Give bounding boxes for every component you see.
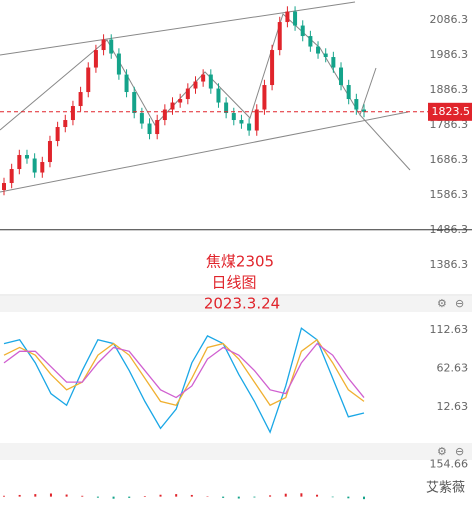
candle-body bbox=[117, 54, 121, 75]
macd-bar bbox=[160, 495, 162, 497]
macd-bar bbox=[3, 496, 5, 497]
candle-body bbox=[109, 40, 113, 54]
candle-body bbox=[255, 110, 259, 131]
candle-body bbox=[324, 54, 328, 57]
last-price-label: 1823.5 bbox=[432, 105, 471, 118]
macd-bar bbox=[19, 495, 21, 497]
y-tick-label: 1386.3 bbox=[430, 258, 469, 271]
candle-body bbox=[71, 106, 75, 120]
candle-body bbox=[193, 82, 197, 89]
candle-body bbox=[209, 75, 213, 89]
candle-body bbox=[148, 124, 152, 134]
settings-icon[interactable]: ⚙ bbox=[437, 297, 447, 310]
candle-body bbox=[232, 113, 236, 120]
macd-bar bbox=[50, 493, 52, 496]
candle-body bbox=[56, 127, 60, 141]
annotation: 焦煤2305 bbox=[206, 253, 274, 271]
macd-bar bbox=[128, 497, 130, 498]
annotation: 2023.3.24 bbox=[204, 295, 280, 313]
indicator-line bbox=[4, 344, 364, 398]
macd-bar bbox=[238, 497, 240, 499]
macd-bar bbox=[253, 497, 255, 498]
candle-body bbox=[79, 92, 83, 106]
candle-body bbox=[247, 124, 251, 131]
macd-bar bbox=[81, 496, 83, 497]
candle-body bbox=[308, 36, 312, 46]
candle-body bbox=[216, 89, 220, 103]
macd-bar bbox=[144, 496, 146, 497]
candle-body bbox=[262, 85, 266, 109]
candle-body bbox=[140, 113, 144, 123]
candle-body bbox=[270, 50, 274, 85]
candle-body bbox=[163, 110, 167, 120]
y-tick-label: 112.63 bbox=[430, 323, 469, 336]
candle-body bbox=[178, 99, 182, 102]
candle-body bbox=[201, 75, 205, 82]
y-tick-label: 12.63 bbox=[437, 400, 469, 413]
candle-body bbox=[347, 85, 351, 99]
y-tick-label: 1686.3 bbox=[430, 153, 469, 166]
candle-body bbox=[285, 12, 289, 22]
candle-body bbox=[132, 92, 136, 113]
candle-body bbox=[63, 120, 67, 127]
candle-body bbox=[316, 47, 320, 54]
y-tick-label: 2086.3 bbox=[430, 13, 469, 26]
candle-body bbox=[125, 75, 129, 92]
candle-body bbox=[25, 155, 29, 158]
toolbar bbox=[0, 443, 472, 460]
candle-body bbox=[171, 103, 175, 110]
macd-bar bbox=[222, 497, 224, 498]
macd-bar bbox=[332, 497, 334, 498]
candle-body bbox=[339, 68, 343, 85]
macd-bar bbox=[347, 497, 349, 499]
macd-bar bbox=[191, 495, 193, 497]
macd-bar bbox=[34, 494, 36, 497]
macd-bar bbox=[113, 497, 115, 499]
macd-bar bbox=[316, 495, 318, 497]
y-tick-label: 1586.3 bbox=[430, 188, 469, 201]
candle-body bbox=[186, 89, 190, 99]
macd-bar bbox=[66, 495, 68, 497]
candle-body bbox=[2, 183, 6, 190]
candle-body bbox=[301, 26, 305, 36]
candle-body bbox=[33, 159, 37, 173]
candle-body bbox=[354, 99, 358, 109]
y-tick-label: 1886.3 bbox=[430, 83, 469, 96]
indicator-line bbox=[4, 328, 364, 432]
macd-bar bbox=[300, 493, 302, 496]
macd-bar bbox=[97, 497, 99, 498]
candle-body bbox=[331, 57, 335, 67]
candle-body bbox=[102, 40, 106, 50]
settings-icon[interactable]: ⚙ bbox=[437, 445, 447, 458]
y-tick-label: 62.63 bbox=[437, 362, 469, 375]
candle-body bbox=[293, 12, 297, 26]
zoom-icon[interactable]: ⊖ bbox=[455, 445, 464, 458]
watermark: 艾紫薇 bbox=[426, 481, 465, 496]
macd-bar bbox=[285, 494, 287, 497]
candle-body bbox=[86, 68, 90, 92]
candle-body bbox=[94, 50, 98, 67]
y-tick-label: 1986.3 bbox=[430, 48, 469, 61]
macd-bar bbox=[363, 497, 365, 500]
zoom-icon[interactable]: ⊖ bbox=[455, 297, 464, 310]
y-tick-label: 154.66 bbox=[430, 457, 469, 470]
candle-body bbox=[48, 141, 52, 162]
candle-body bbox=[278, 22, 282, 50]
candle-body bbox=[40, 162, 44, 172]
macd-bar bbox=[269, 495, 271, 496]
annotation: 日线图 bbox=[211, 274, 256, 292]
candle-body bbox=[239, 120, 243, 123]
candle-body bbox=[10, 169, 14, 183]
candle-body bbox=[17, 155, 21, 169]
candle-body bbox=[155, 120, 159, 134]
macd-bar bbox=[175, 494, 177, 497]
indicator-line bbox=[4, 340, 364, 406]
